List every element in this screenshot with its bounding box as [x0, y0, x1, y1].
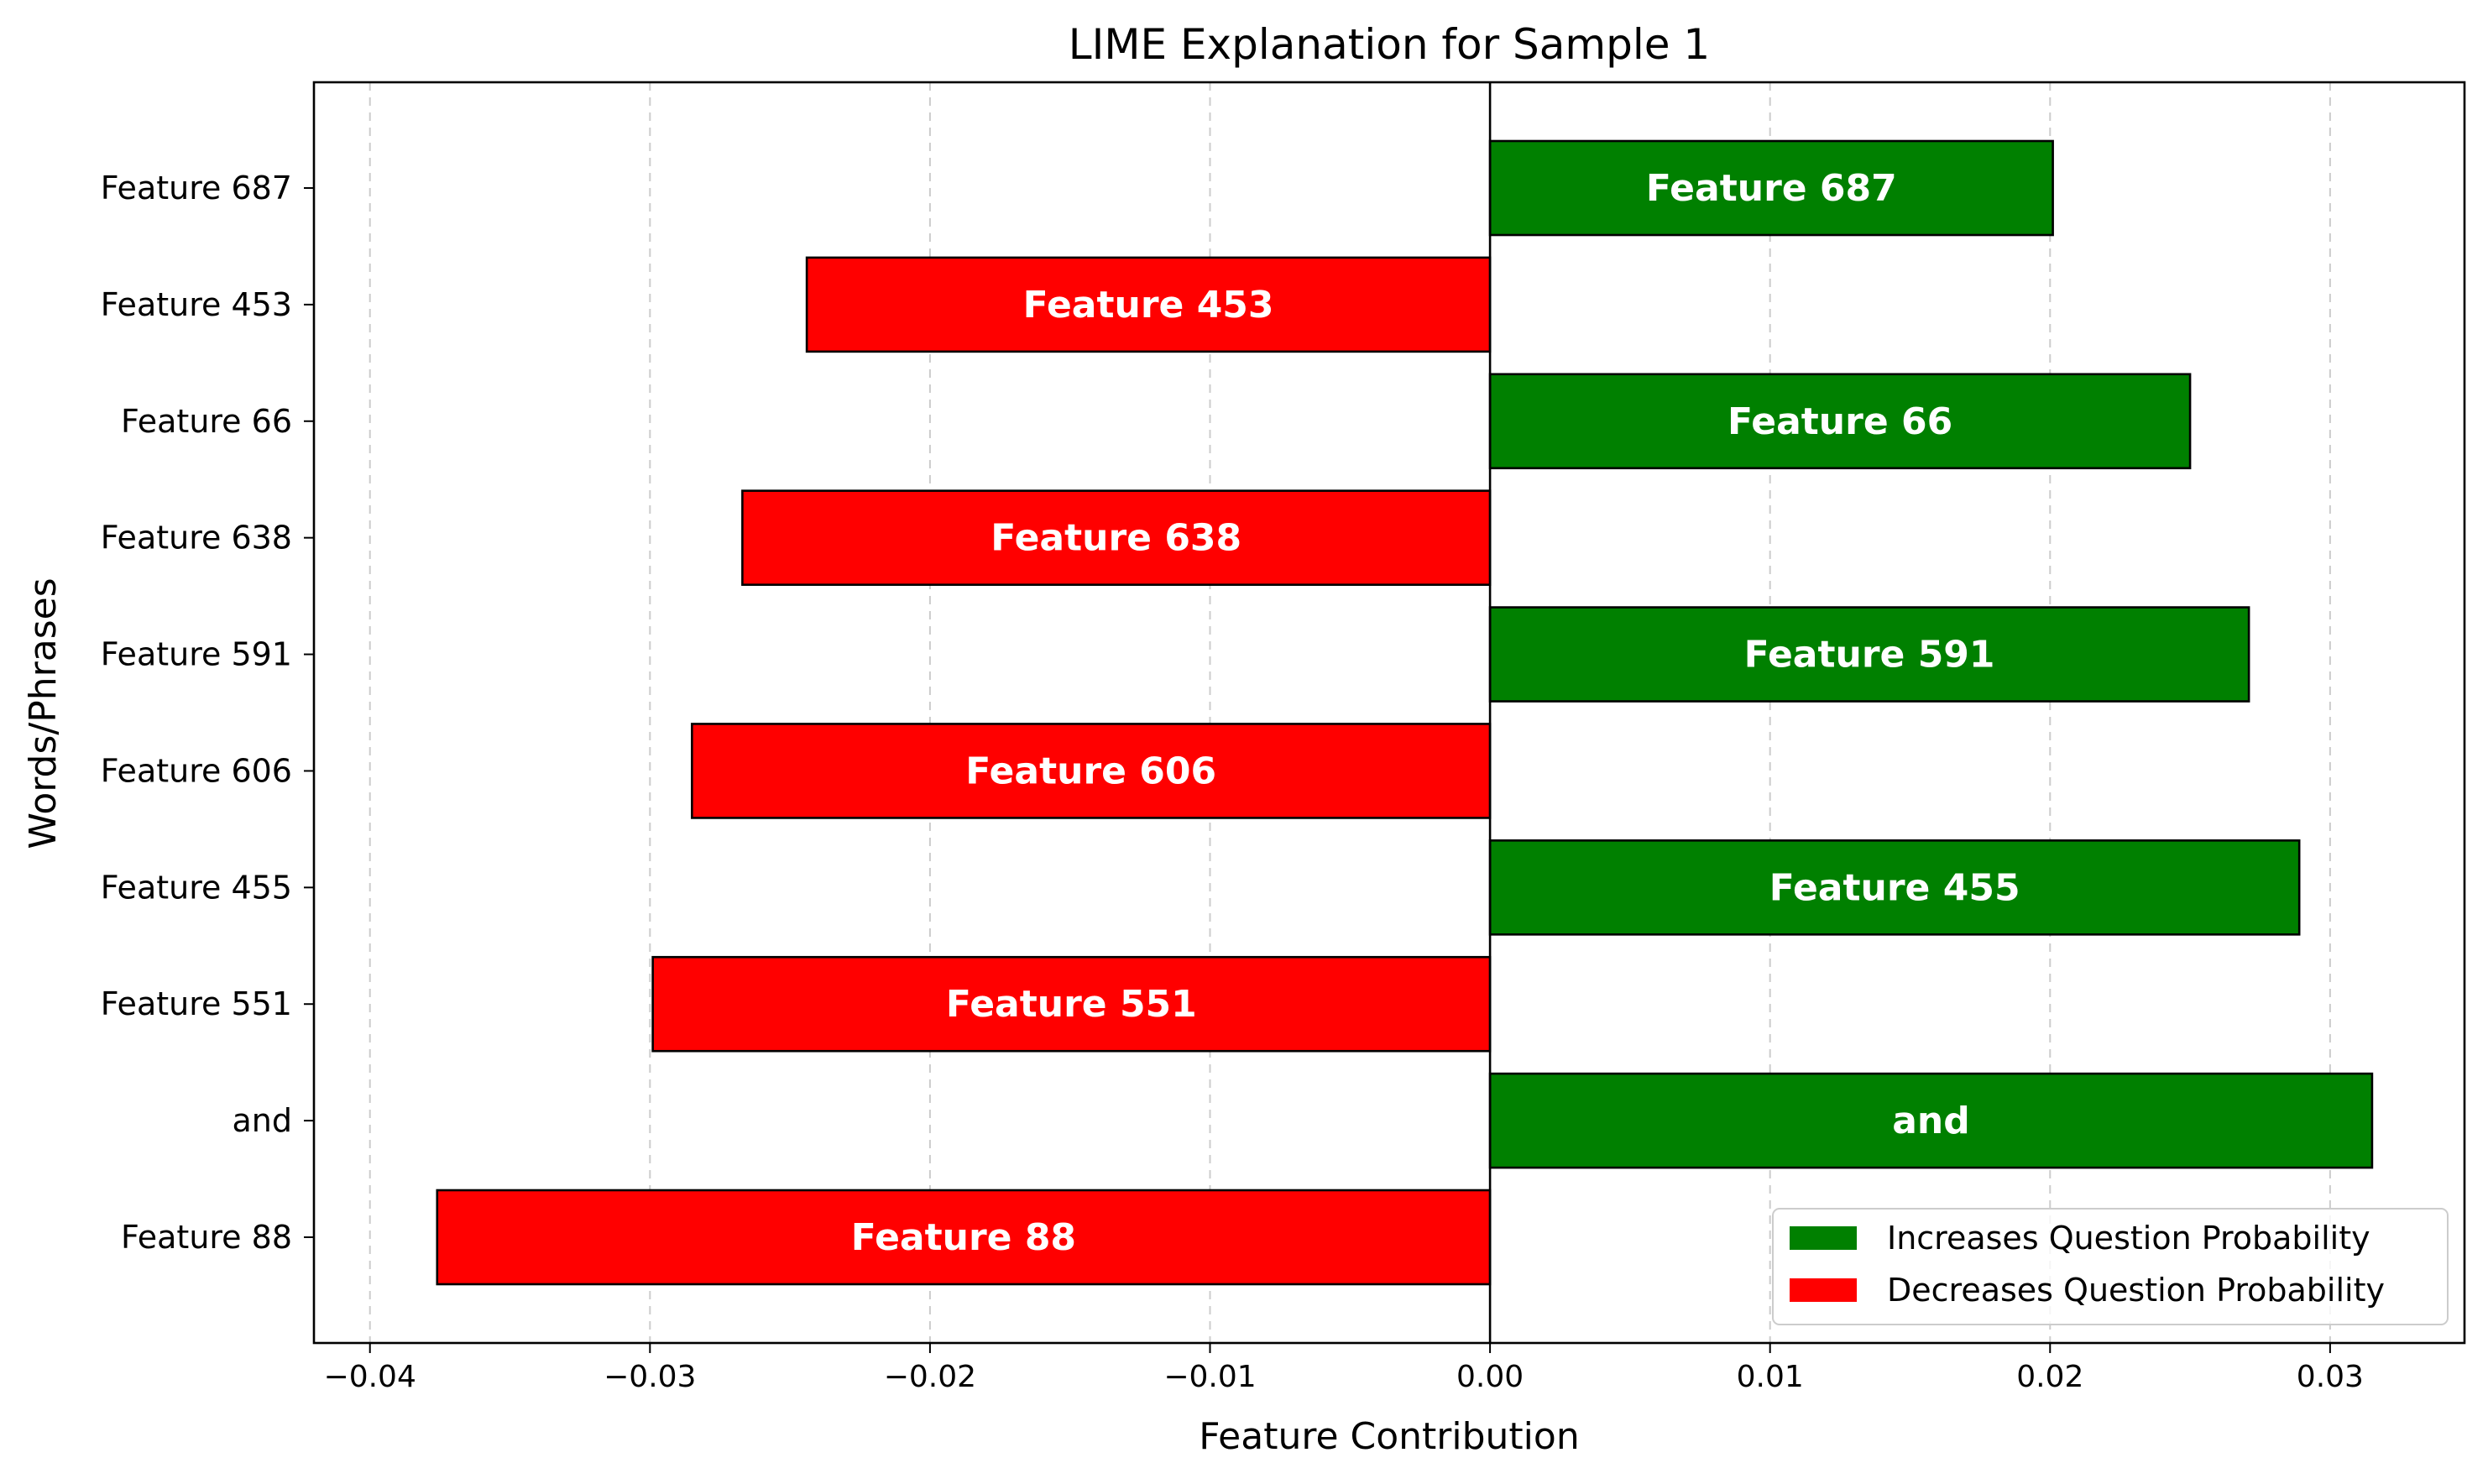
bar	[651, 955, 1492, 1053]
bar-label: Feature 606	[965, 750, 1216, 792]
y-tick-label: Feature 455	[101, 869, 292, 906]
y-tick-label: Feature 88	[121, 1219, 292, 1256]
y-axis-label: Words/Phrases	[22, 577, 65, 849]
x-tick-label: 0.03	[2297, 1360, 2364, 1394]
bar	[741, 489, 1492, 586]
bar	[691, 723, 1492, 819]
bar-label: and	[1892, 1100, 1970, 1142]
legend-swatch-decreases	[1790, 1278, 1857, 1302]
x-tick-label: 0.00	[1456, 1360, 1524, 1394]
y-tick-label: Feature 687	[101, 170, 292, 206]
bar-label: Feature 638	[990, 517, 1241, 560]
y-tick-label: Feature 551	[101, 985, 292, 1022]
plot-frame	[312, 81, 2466, 1345]
y-tick-label: Feature 66	[121, 403, 292, 440]
bar-label: Feature 591	[1744, 634, 1995, 677]
x-axis-label: Feature Contribution	[1199, 1415, 1579, 1458]
legend-swatch-increases	[1790, 1226, 1857, 1250]
legend-frame	[1772, 1208, 2449, 1325]
y-tick-label: Feature 453	[101, 286, 292, 323]
y-tick-label: Feature 638	[101, 520, 292, 556]
y-tick-label: Feature 606	[101, 752, 292, 789]
bar	[1488, 1072, 2374, 1169]
bar-label: Feature 453	[1023, 284, 1274, 327]
bar	[1488, 139, 2054, 237]
x-ticks: −0.04 −0.03 −0.02 −0.01 0.00 0.01 0.02 0.03	[324, 1343, 2364, 1394]
x-tick-label: −0.03	[604, 1360, 696, 1394]
bars	[436, 139, 2374, 1286]
y-ticks: Feature 687 Feature 453 Feature 66 Feature …	[101, 170, 314, 1256]
bar-label: Feature 551	[946, 983, 1197, 1026]
bar	[1488, 839, 2301, 936]
bar-label: Feature 88	[851, 1216, 1076, 1259]
bar-label: Feature 66	[1727, 400, 1952, 443]
y-tick-label: Feature 591	[101, 636, 292, 673]
x-tick-label: −0.01	[1163, 1360, 1256, 1394]
x-tick-label: 0.01	[1737, 1360, 1804, 1394]
x-tick-label: −0.04	[324, 1360, 416, 1394]
x-tick-label: 0.02	[2016, 1360, 2083, 1394]
bar-label: Feature 687	[1646, 167, 1897, 210]
legend-label-increases: Increases Question Probability	[1887, 1220, 2370, 1257]
chart-title: LIME Explanation for Sample 1	[1069, 20, 1711, 69]
bar-label: Feature 455	[1769, 866, 2020, 909]
bar-labels: Feature 687 Feature 453 Feature 66 Feature …	[851, 167, 2020, 1259]
bar	[436, 1189, 1492, 1286]
y-tick-label: and	[233, 1102, 293, 1139]
legend: Increases Question Probability Decreases…	[1772, 1208, 2449, 1325]
legend-label-decreases: Decreases Question Probability	[1887, 1272, 2385, 1309]
x-tick-label: −0.02	[884, 1360, 976, 1394]
